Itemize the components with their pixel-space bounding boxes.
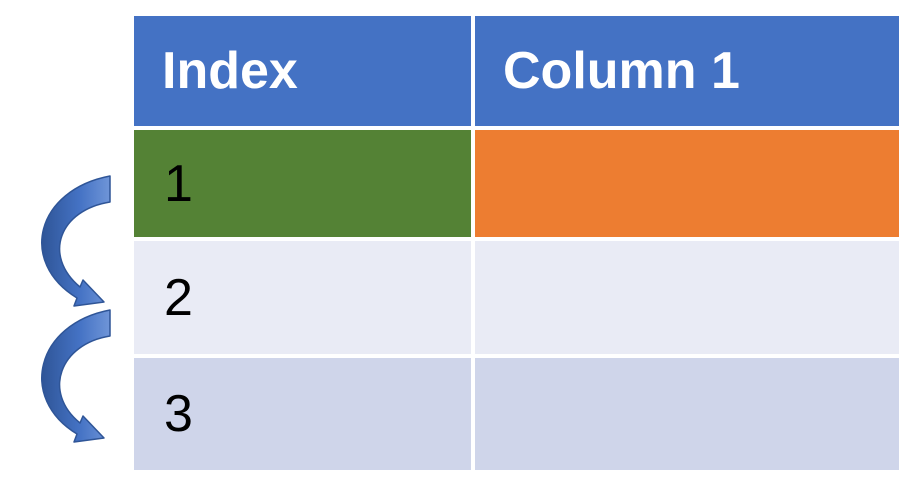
row-3-index-cell: 3 bbox=[134, 358, 471, 470]
row-2-value-cell bbox=[475, 241, 899, 354]
row-1-index-cell: 1 bbox=[134, 130, 471, 237]
row-1-value-cell bbox=[475, 130, 899, 237]
data-table: Index Column 1 1 2 3 bbox=[134, 16, 899, 470]
row-3-value-cell bbox=[475, 358, 899, 470]
curved-arrow-icon-2-to-3 bbox=[41, 309, 111, 443]
header-column-1: Column 1 bbox=[475, 16, 899, 126]
curved-arrow-icon-1-to-2 bbox=[41, 175, 111, 307]
row-2-index-cell: 2 bbox=[134, 241, 471, 354]
header-index: Index bbox=[134, 16, 471, 126]
